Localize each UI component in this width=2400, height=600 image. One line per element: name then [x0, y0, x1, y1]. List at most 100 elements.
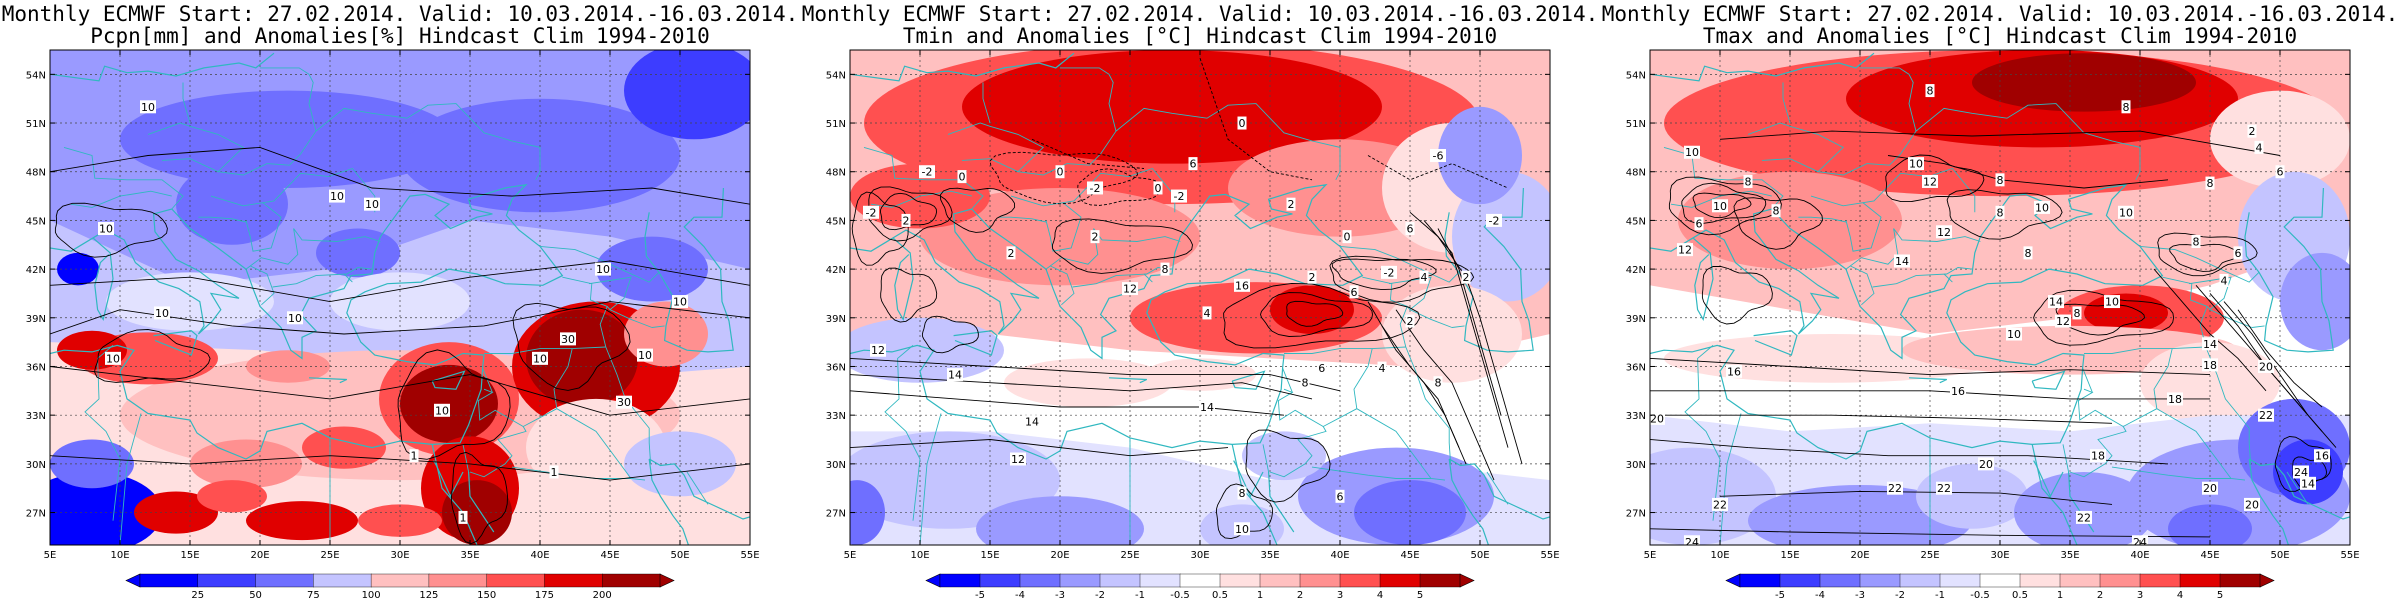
country-border: [2077, 388, 2124, 427]
contour-label: 10: [330, 190, 344, 203]
contour-label: 10: [106, 352, 120, 365]
contour-label: 12: [1678, 244, 1692, 257]
country-border: [884, 345, 921, 521]
contour-label: 10: [2119, 206, 2133, 219]
precip-anomaly-map: 10 10 10 10 10 10 10 10 30 30 10 10 10 10 1 1 1 54N 51N 48N…: [26, 49, 760, 600]
contour-label-bg: [1153, 181, 1163, 195]
lon-label: 25E: [1120, 550, 1139, 561]
colorbar-swatch: [2219, 573, 2261, 588]
country-border: [2188, 276, 2253, 328]
contour-line: [1395, 309, 1495, 481]
colorbar-label: 50: [249, 590, 262, 600]
country-border: [1362, 276, 1408, 348]
colorbar-swatch: [1059, 573, 1101, 588]
contour-line: [1052, 218, 1193, 274]
contour-line: [1331, 258, 1437, 291]
contour-label-bg: [2055, 314, 2071, 328]
contour-line: [1650, 414, 2113, 424]
contour-label-bg: [1237, 486, 1247, 500]
map-field: 0-2 0 0-2-22220-26-6-2260426-2121414141286…: [850, 50, 1550, 545]
country-border: [1872, 267, 1973, 288]
country-border: [919, 413, 942, 545]
coastline: [1753, 330, 1798, 356]
country-border: [245, 228, 381, 270]
contour-label: 22: [1713, 498, 1727, 511]
country-border: [2206, 306, 2211, 310]
lat-label: 45N: [1626, 216, 1646, 227]
lat-label: 42N: [26, 265, 46, 276]
contour-label: 1: [411, 450, 418, 463]
country-border: [147, 122, 244, 173]
contour-label-bg: [947, 368, 963, 382]
country-border: [1845, 202, 1882, 252]
country-border: [1810, 167, 1976, 213]
contour-line: [50, 366, 750, 416]
colorbar-label: 100: [362, 590, 381, 600]
colorbar-swatch: [428, 573, 488, 588]
country-border: [1060, 67, 1110, 75]
coastline: [153, 330, 198, 356]
cool-area: [1242, 431, 1326, 481]
contour-label-bg: [2314, 449, 2330, 463]
lat-label: 39N: [1626, 314, 1646, 325]
country-border: [2156, 408, 2246, 481]
contour-label-bg: [98, 222, 114, 236]
contour-label: 6: [1696, 218, 1703, 231]
contour-line: [2223, 301, 2309, 416]
coastline: [893, 237, 914, 322]
contour-label-bg: [1160, 262, 1170, 276]
country-border: [245, 202, 282, 252]
contour-label-bg: [1335, 489, 1345, 503]
country-border: [686, 471, 709, 505]
contour-line: [1286, 300, 1344, 327]
country-border: [2162, 276, 2208, 348]
contour-label-bg: [1922, 174, 1938, 188]
contour-label: 10: [141, 101, 155, 114]
coastline: [2244, 187, 2334, 353]
lat-label: 30N: [826, 460, 846, 471]
contour-line: [1701, 265, 1773, 325]
country-border: [1050, 265, 1075, 306]
colorbar-label: 3: [1337, 590, 1343, 600]
country-border: [1747, 122, 1844, 173]
contour-label: -2: [1384, 266, 1395, 279]
contour-line: [1260, 292, 1373, 337]
contour-label-bg: [2048, 295, 2064, 309]
neutral-area: [1382, 285, 1522, 383]
lon-label: 25E: [1920, 550, 1939, 561]
contour-line: [54, 202, 168, 258]
lon-label: 40E: [1330, 550, 1349, 561]
contour-label-bg: [1381, 265, 1397, 279]
country-border: [260, 67, 310, 75]
country-border: [2111, 466, 2231, 479]
contour-line: [397, 349, 511, 460]
contour-label-bg: [1887, 481, 1903, 495]
contour-line: [1329, 255, 1475, 303]
colorbar-label: 75: [307, 590, 320, 600]
colorbar-swatch: [2099, 573, 2141, 588]
contour-label: 2: [1309, 271, 1316, 284]
contour-label-bg: [1433, 376, 1443, 390]
contour-label: 24: [1685, 536, 1699, 549]
contour-label-bg: [1743, 174, 1753, 188]
contour-label: 6: [1407, 223, 1414, 236]
colorbar-swatch: [1259, 573, 1301, 588]
colorbar-label: -1: [1935, 590, 1945, 600]
coastline: [1908, 377, 1948, 384]
contour-label-bg: [458, 510, 468, 524]
contour-label-bg: [901, 213, 911, 227]
country-border: [2069, 348, 2173, 478]
contour-label: 0: [1155, 182, 1162, 195]
contour-label: 12: [2056, 315, 2070, 328]
contour-label: 10: [638, 349, 652, 362]
coastline: [468, 471, 495, 533]
contour-label-bg: [1694, 217, 1704, 231]
lon-label: 15E: [980, 550, 999, 561]
lat-label: 36N: [826, 362, 846, 373]
contour-label-bg: [1349, 285, 1359, 299]
contour-label: 4: [1421, 271, 1428, 284]
lon-label: 45E: [2200, 550, 2219, 561]
contour-line: [1245, 429, 1331, 503]
lat-label: 30N: [1626, 460, 1646, 471]
wet-area: [526, 309, 638, 408]
